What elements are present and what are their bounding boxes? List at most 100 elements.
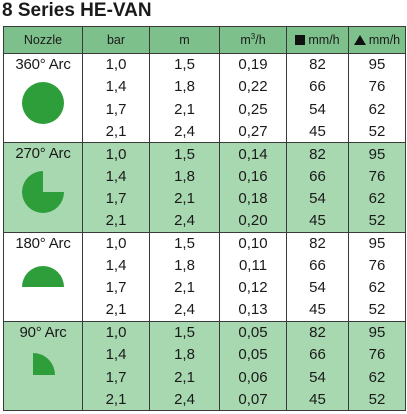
full-circle-icon: [22, 82, 64, 124]
cell-flow: 0,27: [219, 120, 287, 143]
cell-m: 2,4: [149, 120, 220, 143]
cell-precip-triangle: 62: [348, 365, 406, 389]
header-flow-sup: 3: [250, 31, 256, 41]
cell-precip-triangle: 95: [348, 231, 406, 255]
cell-precip-triangle: 52: [348, 209, 406, 232]
header-flow: m3/h: [219, 26, 287, 54]
table-row: 90° Arc 1,0 1,5 0,05 82 95: [3, 320, 406, 411]
cell-precip-triangle: 52: [348, 298, 406, 322]
cell-precip-triangle: 62: [348, 276, 406, 299]
cell-precip-square: 45: [286, 298, 349, 322]
table-row: 2,1 2,4 0,20 45 52: [4, 209, 406, 232]
cell-precip-square: 66: [286, 75, 349, 99]
cell-flow: 0,11: [219, 254, 287, 277]
arc-group-90: 90° Arc 1,0 1,5 0,05 82 95 1,4 1,8 0,05 …: [3, 320, 406, 411]
table-row: 1,4 1,8 0,16 66 76: [4, 165, 406, 188]
table-title: 8 Series HE-VAN: [2, 0, 152, 21]
nozzle-cell: 90° Arc: [3, 320, 83, 411]
table-row: 360° Arc 1,0 1,5 0,19 82 95: [3, 52, 406, 143]
table-row: 1,7 2,1 0,12 54 62: [4, 276, 406, 299]
table-row: 270° Arc 1,0 1,5 0,14 82 95: [3, 142, 406, 232]
cell-flow: 0,22: [219, 75, 287, 99]
header-precip-square: mm/h: [286, 26, 349, 54]
half-circle-icon: [22, 265, 64, 287]
cell-bar: 1,4: [82, 254, 150, 277]
table-row: 1,4 1,8 0,11 66 76: [4, 254, 406, 277]
header-flow-tail: /h: [255, 32, 266, 47]
cell-precip-square: 45: [286, 120, 349, 143]
arc-label: 90° Arc: [19, 323, 67, 341]
cell-flow: 0,20: [219, 209, 287, 232]
header-precip-triangle: mm/h: [348, 26, 406, 54]
cell-precip-square: 66: [286, 343, 349, 366]
cell-bar: 1,7: [82, 187, 150, 210]
cell-flow: 0,13: [219, 298, 287, 322]
cell-flow: 0,25: [219, 98, 287, 121]
cell-m: 2,1: [149, 276, 220, 299]
cell-precip-square: 82: [286, 52, 349, 76]
arc-group-270: 270° Arc 1,0 1,5 0,14 82 95 1,4 1,8 0,16…: [3, 142, 406, 232]
table-row: 2,1 2,4 0,13 45 52: [4, 298, 406, 322]
cell-precip-square: 82: [286, 320, 349, 344]
three-quarter-circle-icon: [22, 171, 64, 214]
cell-precip-square: 54: [286, 187, 349, 210]
quarter-circle-icon: [33, 352, 55, 375]
cell-m: 1,8: [149, 254, 220, 277]
arc-group-180: 180° Arc 1,0 1,5 0,10 82 95 1,4 1,8 0,11…: [3, 231, 406, 322]
cell-precip-square: 66: [286, 165, 349, 188]
nozzle-cell: 180° Arc: [3, 231, 83, 322]
cell-flow: 0,05: [219, 320, 287, 344]
cell-bar: 1,7: [82, 276, 150, 299]
table-row: 2,1 2,4 0,27 45 52: [4, 120, 406, 143]
nozzle-cell: 270° Arc: [3, 142, 83, 232]
cell-bar: 1,4: [82, 75, 150, 99]
table-row: 1,7 2,1 0,18 54 62: [4, 187, 406, 210]
cell-flow: 0,18: [219, 187, 287, 210]
cell-precip-triangle: 62: [348, 98, 406, 121]
cell-precip-square: 66: [286, 254, 349, 277]
cell-bar: 2,1: [82, 298, 150, 322]
square-icon: [295, 34, 306, 45]
cell-precip-triangle: 62: [348, 187, 406, 210]
cell-precip-square: 54: [286, 98, 349, 121]
arc-group-360: 360° Arc 1,0 1,5 0,19 82 95 1,4 1,8 0,22…: [3, 52, 406, 143]
cell-flow: 0,12: [219, 276, 287, 299]
cell-bar: 1,0: [82, 142, 150, 166]
cell-m: 2,1: [149, 187, 220, 210]
arc-label: 180° Arc: [15, 234, 71, 252]
cell-bar: 2,1: [82, 120, 150, 143]
header-flow-base: m: [240, 32, 251, 47]
cell-m: 1,5: [149, 320, 220, 344]
cell-precip-triangle: 95: [348, 52, 406, 76]
cell-m: 2,1: [149, 365, 220, 389]
cell-flow: 0,05: [219, 343, 287, 366]
cell-m: 1,5: [149, 52, 220, 76]
header-row: Nozzle bar m m3/h mm/h mm/h: [3, 26, 406, 54]
cell-m: 1,8: [149, 343, 220, 366]
cell-bar: 2,1: [82, 388, 150, 411]
cell-m: 1,8: [149, 75, 220, 99]
nozzle-cell: 360° Arc: [3, 52, 83, 143]
table-row: 1,4 1,8 0,22 66 76: [4, 75, 406, 99]
cell-precip-triangle: 76: [348, 343, 406, 366]
cell-bar: 1,0: [82, 52, 150, 76]
cell-flow: 0,16: [219, 165, 287, 188]
cell-m: 2,4: [149, 388, 220, 411]
cell-precip-square: 82: [286, 142, 349, 166]
cell-flow: 0,06: [219, 365, 287, 389]
cell-flow: 0,10: [219, 231, 287, 255]
cell-precip-square: 45: [286, 209, 349, 232]
table-row: 180° Arc 1,0 1,5 0,10 82 95: [3, 231, 406, 322]
cell-m: 2,1: [149, 98, 220, 121]
table-row: 1,7 2,1 0,25 54 62: [4, 98, 406, 121]
header-pressure: bar: [82, 26, 150, 54]
cell-bar: 1,0: [82, 320, 150, 344]
header-precip-triangle-label: mm/h: [368, 32, 401, 47]
cell-m: 1,5: [149, 142, 220, 166]
cell-precip-triangle: 76: [348, 254, 406, 277]
cell-precip-triangle: 95: [348, 320, 406, 344]
table-row: 2,1 2,4 0,07 45 52: [4, 388, 406, 411]
cell-bar: 1,7: [82, 365, 150, 389]
header-nozzle: Nozzle: [3, 26, 83, 54]
cell-precip-triangle: 52: [348, 120, 406, 143]
